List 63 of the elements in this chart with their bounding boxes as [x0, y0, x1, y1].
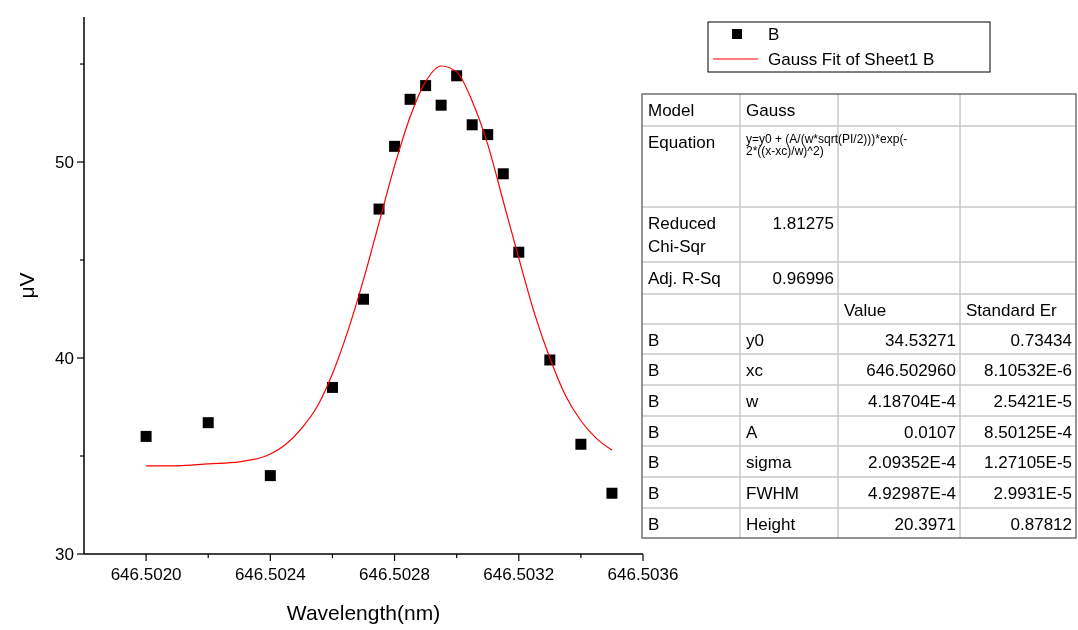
text: Standard Er: [966, 301, 1058, 320]
point: [202, 417, 214, 429]
text: B: [648, 361, 660, 380]
point: [435, 99, 447, 111]
text: sigma: [746, 453, 792, 472]
text: Reduced Chi-Sqr: [648, 214, 717, 256]
text: 0.96996: [772, 269, 834, 288]
text: 0.87812: [1010, 515, 1072, 534]
y-tick-label: 30: [55, 545, 74, 564]
text: 1.27105E-5: [984, 453, 1072, 472]
text: 2.9931E-5: [993, 484, 1072, 503]
text: 646.502960: [866, 361, 956, 380]
point: [497, 168, 509, 180]
text: y=y0 + (A/(w*sqrt(PI/2)))*exp(-2*((x-xc)/w)^2): [746, 132, 908, 158]
point: [264, 470, 276, 482]
text: 0.73434: [1010, 331, 1072, 350]
text: Gauss: [746, 101, 796, 120]
x-axis-title: Wavelength(nm): [286, 601, 441, 624]
point: [140, 430, 152, 442]
point: [358, 293, 369, 305]
text: B: [648, 515, 660, 534]
y-axis-title: μV: [15, 272, 38, 299]
point: [466, 119, 478, 131]
text: y0: [746, 331, 764, 350]
text: 34.53271: [885, 331, 956, 350]
text: 1.81275: [772, 214, 834, 233]
text: 2.5421E-5: [993, 392, 1072, 411]
point: [575, 438, 587, 450]
text: xc: [746, 361, 764, 380]
text: 4.92987E-4: [868, 484, 956, 503]
x-tick-label: 646.5028: [359, 565, 431, 584]
y-tick-label: 50: [55, 153, 74, 173]
x-tick-label: 646.5020: [110, 565, 182, 584]
legend-label: Gauss Fit of Sheet1 B: [768, 50, 935, 69]
text: B: [648, 392, 660, 411]
text: A: [746, 423, 758, 442]
point: [389, 140, 401, 152]
text: Equation: [648, 133, 716, 152]
text: B: [648, 423, 660, 442]
x-tick-label: 646.5024: [234, 565, 306, 584]
text: 4.18704E-4: [868, 392, 956, 411]
text: Value: [844, 301, 887, 320]
point: [606, 487, 618, 499]
point: [404, 93, 416, 105]
line-series: [145, 65, 613, 467]
text: w: [745, 392, 759, 411]
text: Height: [746, 515, 796, 534]
text: 20.3971: [894, 515, 956, 534]
text: 8.10532E-6: [984, 361, 1072, 380]
text: B: [648, 453, 660, 472]
text: Model: [648, 101, 695, 120]
text: 2.09352E-4: [868, 453, 956, 472]
text: 0.0107: [904, 423, 956, 442]
point: [326, 381, 338, 393]
text: B: [648, 331, 660, 350]
text: Adj. R-Sq: [648, 269, 721, 288]
legend-label: B: [768, 25, 780, 44]
y-tick-label: 40: [55, 349, 74, 369]
text: 8.50125E-4: [984, 423, 1072, 442]
x-tick-label: 646.5032: [483, 565, 555, 584]
text: B: [648, 484, 660, 503]
text: FWHM: [746, 484, 799, 503]
x-tick-label: 646.5036: [607, 565, 679, 584]
